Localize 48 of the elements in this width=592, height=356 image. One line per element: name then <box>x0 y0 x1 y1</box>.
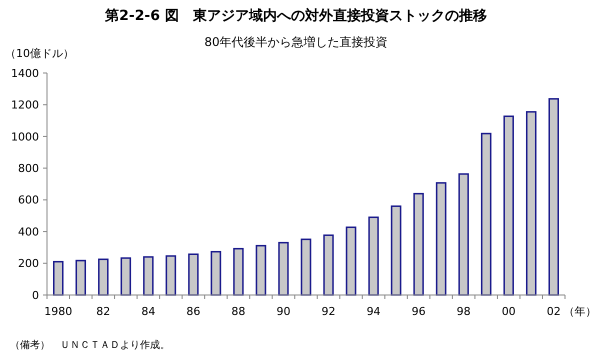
x-tick-label: 86 <box>186 305 200 318</box>
bar <box>210 250 222 296</box>
y-tick-label: 1000 <box>11 130 39 144</box>
y-tick-label: 0 <box>32 288 39 302</box>
x-tick-label: 96 <box>412 305 426 318</box>
bar <box>166 255 176 296</box>
bar <box>458 173 469 296</box>
bar <box>503 116 514 296</box>
bar <box>278 242 289 296</box>
x-tick-label: 00 <box>502 305 516 318</box>
x-tick-label: 88 <box>231 305 246 318</box>
y-axis-title: （10億ドル） <box>5 47 74 60</box>
x-tick-label: 82 <box>96 305 110 318</box>
x-axis-title: （年） <box>564 305 592 318</box>
chart-title: 第2-2-6 図 東アジア域内への対外直接投資ストックの推移 <box>104 7 487 24</box>
bar <box>548 98 559 296</box>
bar <box>143 256 154 296</box>
x-tick-label: 02 <box>546 305 561 318</box>
bar <box>76 260 86 296</box>
y-tick-label: 800 <box>18 162 39 175</box>
bar <box>346 226 356 296</box>
x-tick-label: 84 <box>141 305 156 318</box>
bar <box>120 257 132 296</box>
bar <box>526 111 536 296</box>
chart-subtitle: 80年代後半から急増した直接投資 <box>204 35 388 49</box>
y-tick-label: 200 <box>18 257 39 270</box>
bar <box>98 258 109 296</box>
bar <box>436 182 446 296</box>
x-tick-label: 90 <box>276 305 290 318</box>
bar <box>390 205 402 296</box>
y-tick-label: 1400 <box>11 66 39 80</box>
bar <box>323 234 334 296</box>
bar <box>256 244 266 296</box>
x-tick-label: 94 <box>366 305 381 318</box>
y-tick-label: 400 <box>18 225 39 238</box>
text: （備考） ＵＮＣＴＡＤより作成。 <box>10 339 170 351</box>
bar <box>53 260 64 296</box>
y-tick-label: 1200 <box>11 98 39 112</box>
x-tick-label: 92 <box>322 305 336 318</box>
x-tick-label: 1980 <box>44 305 72 318</box>
y-tick-label: 600 <box>18 194 39 207</box>
bar <box>413 192 424 296</box>
bar <box>480 132 492 296</box>
x-tick-label: 98 <box>456 305 471 318</box>
bar <box>300 238 312 296</box>
bar <box>368 216 379 296</box>
bar <box>233 248 244 296</box>
bar <box>188 253 199 296</box>
